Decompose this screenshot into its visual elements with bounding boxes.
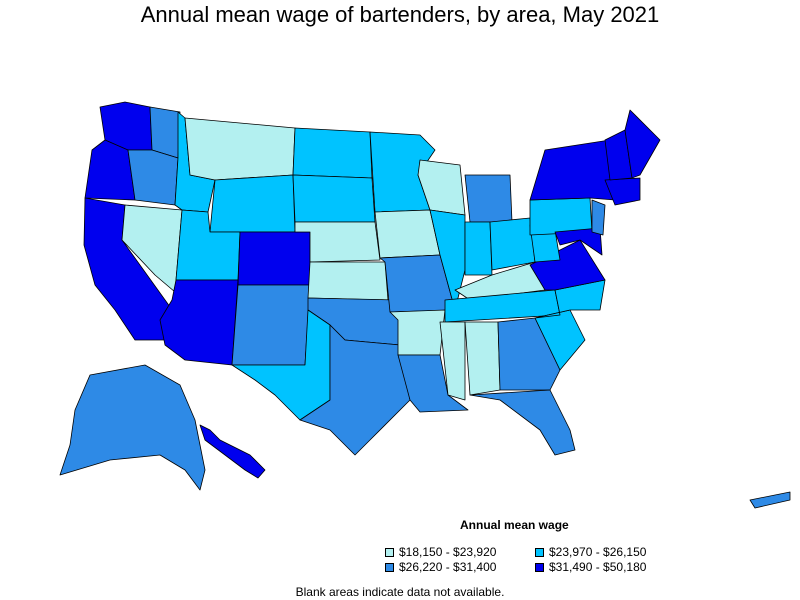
region-iowa xyxy=(374,209,441,259)
region-new-england-south xyxy=(604,177,641,206)
region-ohio xyxy=(489,217,536,271)
region-virginia xyxy=(529,239,606,291)
region-hawaii xyxy=(199,424,266,479)
region-louisiana xyxy=(397,354,469,413)
footnote: Blank areas indicate data not available. xyxy=(295,585,505,599)
region-south-dakota xyxy=(292,174,376,223)
legend-swatch xyxy=(535,562,544,572)
region-nevada xyxy=(121,204,183,293)
legend-swatch xyxy=(535,547,544,557)
region-maine xyxy=(624,109,661,179)
region-alabama xyxy=(464,321,501,396)
region-georgia xyxy=(497,317,561,391)
legend-title: Annual mean wage xyxy=(460,518,569,532)
region-new-jersey xyxy=(591,199,606,236)
region-florida xyxy=(469,389,576,456)
region-arizona xyxy=(159,279,239,366)
legend-item: $18,150 - $23,920 xyxy=(385,545,496,559)
region-new-york xyxy=(529,139,616,201)
legend-label: $18,150 - $23,920 xyxy=(399,545,497,559)
legend-item: $23,970 - $26,150 xyxy=(535,545,646,559)
legend-label: $26,220 - $31,400 xyxy=(399,560,497,574)
region-wyoming xyxy=(209,174,296,233)
region-colorado xyxy=(237,231,311,286)
legend-item: $26,220 - $31,400 xyxy=(385,560,496,574)
region-arkansas xyxy=(389,309,446,356)
region-north-dakota xyxy=(292,127,373,179)
region-puerto-rico xyxy=(749,491,791,509)
region-oregon-east xyxy=(127,149,179,206)
region-montana xyxy=(184,117,296,181)
map-title: Annual mean wage of bartenders, by area,… xyxy=(140,2,660,27)
region-texas-east xyxy=(299,324,411,456)
legend-swatch xyxy=(385,547,394,557)
region-michigan xyxy=(464,174,513,223)
region-new-mexico xyxy=(231,284,311,366)
region-mississippi xyxy=(439,321,466,401)
legend-label: $23,970 - $26,150 xyxy=(549,545,647,559)
legend-label: $31,490 - $50,180 xyxy=(549,560,647,574)
legend-item: $31,490 - $50,180 xyxy=(535,560,646,574)
region-washington-east xyxy=(149,106,181,159)
region-alaska xyxy=(59,364,206,491)
region-indiana xyxy=(464,221,493,276)
legend-swatch xyxy=(385,562,394,572)
region-kansas xyxy=(307,261,389,301)
